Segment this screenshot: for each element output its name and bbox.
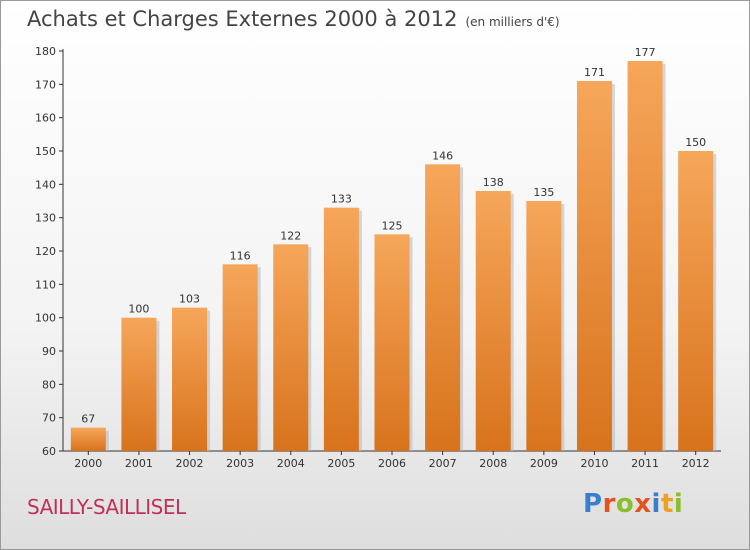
bar	[374, 234, 410, 451]
chart-title-text: Achats et Charges Externes 2000 à 2012	[27, 7, 458, 31]
bar	[70, 427, 106, 451]
bar-value-label: 125	[382, 219, 403, 232]
x-tick-label: 2004	[277, 457, 305, 470]
x-tick-label: 2009	[530, 457, 558, 470]
x-tick-label: 2011	[631, 457, 659, 470]
bar	[475, 191, 511, 451]
bar-value-label: 135	[533, 186, 554, 199]
x-tick-label: 2007	[429, 457, 457, 470]
bar-value-label: 67	[81, 413, 95, 426]
x-tick-label: 2008	[479, 457, 507, 470]
bar	[425, 164, 461, 452]
bar-value-label: 122	[280, 229, 301, 242]
bar	[121, 317, 157, 451]
proxiti-logo: Proxiti	[583, 489, 684, 519]
bar	[172, 307, 208, 451]
bar-value-label: 146	[432, 149, 453, 162]
y-tick-label: 100	[35, 312, 56, 325]
y-tick-label: 140	[35, 178, 56, 191]
y-tick-label: 60	[42, 445, 56, 458]
y-tick-label: 150	[35, 145, 56, 158]
x-tick-label: 2001	[125, 457, 153, 470]
y-tick-label: 70	[42, 412, 56, 425]
y-tick-label: 110	[35, 278, 56, 291]
bar	[323, 207, 359, 451]
bar-value-label: 138	[483, 176, 504, 189]
y-tick-label: 120	[35, 245, 56, 258]
y-tick-label: 170	[35, 78, 56, 91]
x-tick-label: 2002	[176, 457, 204, 470]
chart-unit: (en milliers d'€)	[465, 15, 560, 29]
bar-value-label: 177	[635, 46, 656, 59]
bar-value-label: 133	[331, 193, 352, 206]
bar	[627, 61, 663, 451]
y-tick-label: 80	[42, 378, 56, 391]
x-tick-label: 2005	[327, 457, 355, 470]
bar-value-label: 116	[230, 249, 251, 262]
commune-name: SAILLY-SAILLISEL	[27, 495, 186, 519]
bar-value-label: 150	[685, 136, 706, 149]
y-tick-label: 130	[35, 212, 56, 225]
x-tick-label: 2000	[74, 457, 102, 470]
bar-value-label: 103	[179, 293, 200, 306]
bar	[273, 244, 309, 451]
bar-value-label: 171	[584, 66, 605, 79]
x-tick-label: 2012	[682, 457, 710, 470]
x-tick-label: 2003	[226, 457, 254, 470]
bar	[678, 151, 714, 451]
y-tick-label: 180	[35, 45, 56, 58]
bar	[576, 81, 612, 451]
x-tick-label: 2006	[378, 457, 406, 470]
chart-title: Achats et Charges Externes 2000 à 2012 (e…	[27, 7, 560, 31]
bar	[526, 201, 562, 451]
x-tick-label: 2010	[580, 457, 608, 470]
bar-value-label: 100	[128, 303, 149, 316]
y-tick-label: 90	[42, 345, 56, 358]
bar	[222, 264, 258, 451]
y-tick-label: 160	[35, 112, 56, 125]
